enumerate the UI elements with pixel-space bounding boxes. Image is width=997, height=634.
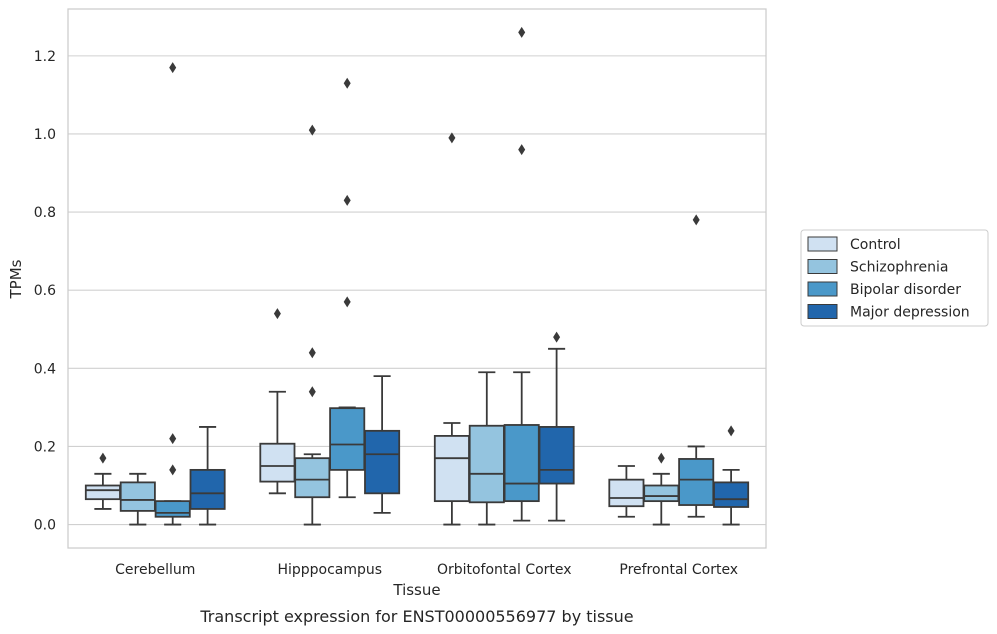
box-plot-marks <box>84 26 750 526</box>
outlier-point <box>169 62 177 74</box>
outlier-point <box>308 124 316 136</box>
y-tick-label: 0.2 <box>34 439 56 455</box>
outlier-point <box>273 308 281 320</box>
y-gridlines <box>68 55 766 526</box>
x-tick-label: Cerebellum <box>115 562 195 578</box>
outlier-point <box>169 464 177 476</box>
outlier-point <box>343 296 351 308</box>
y-tick-label: 1.0 <box>34 127 56 143</box>
box <box>189 468 226 510</box>
outlier-point <box>727 425 735 437</box>
box <box>294 457 331 499</box>
x-tick-label: Orbitofontal Cortex <box>437 562 572 578</box>
y-tick-label: 0.4 <box>34 361 56 377</box>
box <box>259 442 296 483</box>
box <box>364 429 401 495</box>
x-tick-label: Hipppocampus <box>277 562 382 578</box>
outlier-point <box>553 331 561 343</box>
y-tick-label: 0.0 <box>34 518 56 534</box>
outlier-point <box>308 386 316 398</box>
y-tick-labels: 0.0 0.2 0.4 0.6 0.8 1.0 1.2 <box>34 49 56 534</box>
legend-label: Control <box>850 237 901 253</box>
box <box>678 458 715 506</box>
box <box>503 424 540 503</box>
legend-swatch <box>807 281 838 297</box>
y-tick-label: 0.6 <box>34 283 56 299</box>
x-axis-label: Tissue <box>392 581 440 599</box>
legend-swatch <box>807 304 838 319</box>
x-tick-label: Prefrontal Cortex <box>619 562 738 578</box>
chart-caption: Transcript expression for ENST0000055697… <box>199 607 633 626</box>
y-axis-label: TPMs <box>7 259 25 299</box>
x-tick-labels: Cerebellum Hipppocampus Orbitofontal Corte… <box>115 562 738 578</box>
legend: Control Schizophrenia Bipolar disorder Majo… <box>800 229 989 327</box>
y-tick-label: 1.2 <box>34 49 56 65</box>
box <box>329 407 366 471</box>
outlier-point <box>99 452 107 464</box>
outlier-point <box>657 452 665 464</box>
outlier-point <box>169 433 177 445</box>
box <box>538 426 575 485</box>
outlier-point <box>518 26 526 38</box>
legend-swatch <box>807 259 838 274</box>
outlier-point <box>518 144 526 156</box>
legend-label: Bipolar disorder <box>850 282 961 298</box>
legend-label: Schizophrenia <box>850 260 948 276</box>
box <box>608 478 645 508</box>
outlier-point <box>308 347 316 359</box>
box <box>119 481 156 512</box>
legend-frame <box>800 229 989 327</box>
box <box>433 435 470 503</box>
box <box>643 484 680 503</box>
outlier-point <box>448 132 456 144</box>
y-tick-label: 0.8 <box>34 205 56 221</box>
outlier-point <box>343 77 351 89</box>
box <box>154 500 191 518</box>
legend-label: Major depression <box>850 305 970 321</box>
outlier-point <box>343 194 351 206</box>
plot-area-frame <box>67 8 767 549</box>
outlier-point <box>692 214 700 226</box>
box <box>713 481 750 508</box>
legend-swatch <box>807 236 838 252</box>
box <box>84 484 121 501</box>
box <box>468 424 505 504</box>
